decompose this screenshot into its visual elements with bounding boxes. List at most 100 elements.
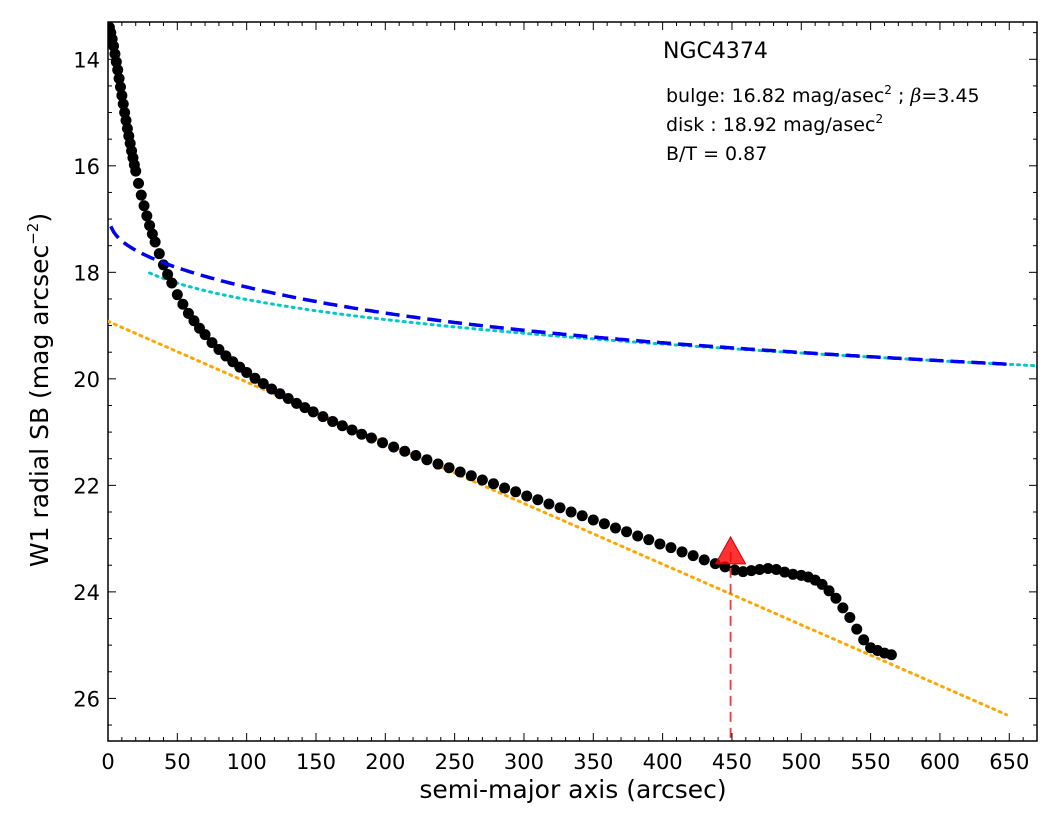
data-point [274,388,286,400]
data-point [609,522,621,534]
x-tick-label: 50 [164,750,191,774]
data-point [754,564,766,576]
data-point [291,397,303,409]
data-point [130,165,142,177]
data-point [299,402,311,414]
x-tick-label: 200 [365,750,405,774]
data-point [336,420,348,432]
data-point [587,514,599,526]
x-tick-label: 650 [989,750,1029,774]
data-points [108,22,897,661]
data-point [166,277,178,289]
x-tick-label: 500 [781,750,821,774]
data-point [113,72,125,84]
data-point [823,585,835,597]
data-point [443,462,455,474]
data-point [454,466,466,478]
data-point [476,474,488,486]
data-point [199,329,211,341]
x-tick-labels: 0 50 100 150 200 250 300 350 400 450 500 550 600 650 [101,750,1029,774]
data-point [885,649,897,661]
y-tick-label: 16 [73,155,100,179]
x-tick-label: 400 [643,750,683,774]
y-tick-label: 26 [73,687,100,711]
galaxy-name: NGC4374 [663,39,768,64]
data-point [410,450,422,462]
data-point [762,562,774,574]
data-point [745,565,757,577]
bulge-annotation: bulge: 16.82 mag/asec2 ; β=3.45 [666,83,980,107]
data-point [487,478,499,490]
x-tick-label: 250 [435,750,475,774]
data-point [521,490,533,502]
data-point [576,510,588,522]
data-point [532,494,544,506]
data-point [388,441,400,453]
data-point [346,424,358,436]
x-tick-label: 0 [101,750,114,774]
data-point [249,372,261,384]
x-tick-label: 450 [712,750,752,774]
data-point [356,428,368,440]
data-point [787,568,799,580]
data-point [565,506,577,518]
data-point [598,518,610,530]
data-point [213,344,225,356]
y-axis-label: W1 radial SB (mag arcsec−2) [24,213,54,567]
data-point [135,189,147,201]
data-point [153,248,165,260]
data-point [816,578,828,590]
data-point [266,383,278,395]
data-point [844,611,856,623]
data-point [499,482,511,494]
x-tick-label: 550 [851,750,891,774]
x-axis-label: semi-major axis (arcsec) [419,775,726,804]
data-point [282,393,294,405]
data-point [698,554,710,566]
data-point [327,415,339,427]
data-point [162,268,174,280]
data-point [112,64,124,76]
data-point [779,566,791,578]
total-fit-curve [109,225,1007,366]
x-tick-label: 150 [296,750,336,774]
data-point [171,289,183,301]
data-point [858,634,870,646]
data-point [206,337,218,349]
disk-annotation: disk : 18.92 mag/asec2 [666,112,883,136]
data-point [365,432,377,444]
data-point [676,546,688,558]
data-point [729,564,741,576]
data-point [737,566,749,578]
data-point [465,470,477,482]
data-point [665,542,677,554]
data-point [851,623,863,635]
data-point [317,411,329,423]
data-point [241,366,253,378]
y-tick-labels: 14 16 18 20 22 24 26 [73,48,100,711]
y-tick-label: 22 [73,474,100,498]
data-point [421,454,433,466]
data-point [138,200,150,212]
data-point [257,378,269,390]
data-point [643,534,655,546]
y-tick-label: 14 [73,48,100,72]
data-point [770,564,782,576]
x-tick-label: 100 [227,750,267,774]
data-point [133,177,145,189]
data-point [399,445,411,457]
y-tick-label: 18 [73,261,100,285]
plot-frame [107,21,1038,742]
data-point [632,530,644,542]
data-point [141,210,153,222]
data-point [654,538,666,550]
x-tick-label: 600 [920,750,960,774]
data-point [687,550,699,562]
tick-marks [107,22,1038,741]
y-tick-label: 20 [73,368,100,392]
data-point [543,498,555,510]
data-point [510,486,522,498]
data-point [307,406,319,418]
data-point [149,236,161,248]
